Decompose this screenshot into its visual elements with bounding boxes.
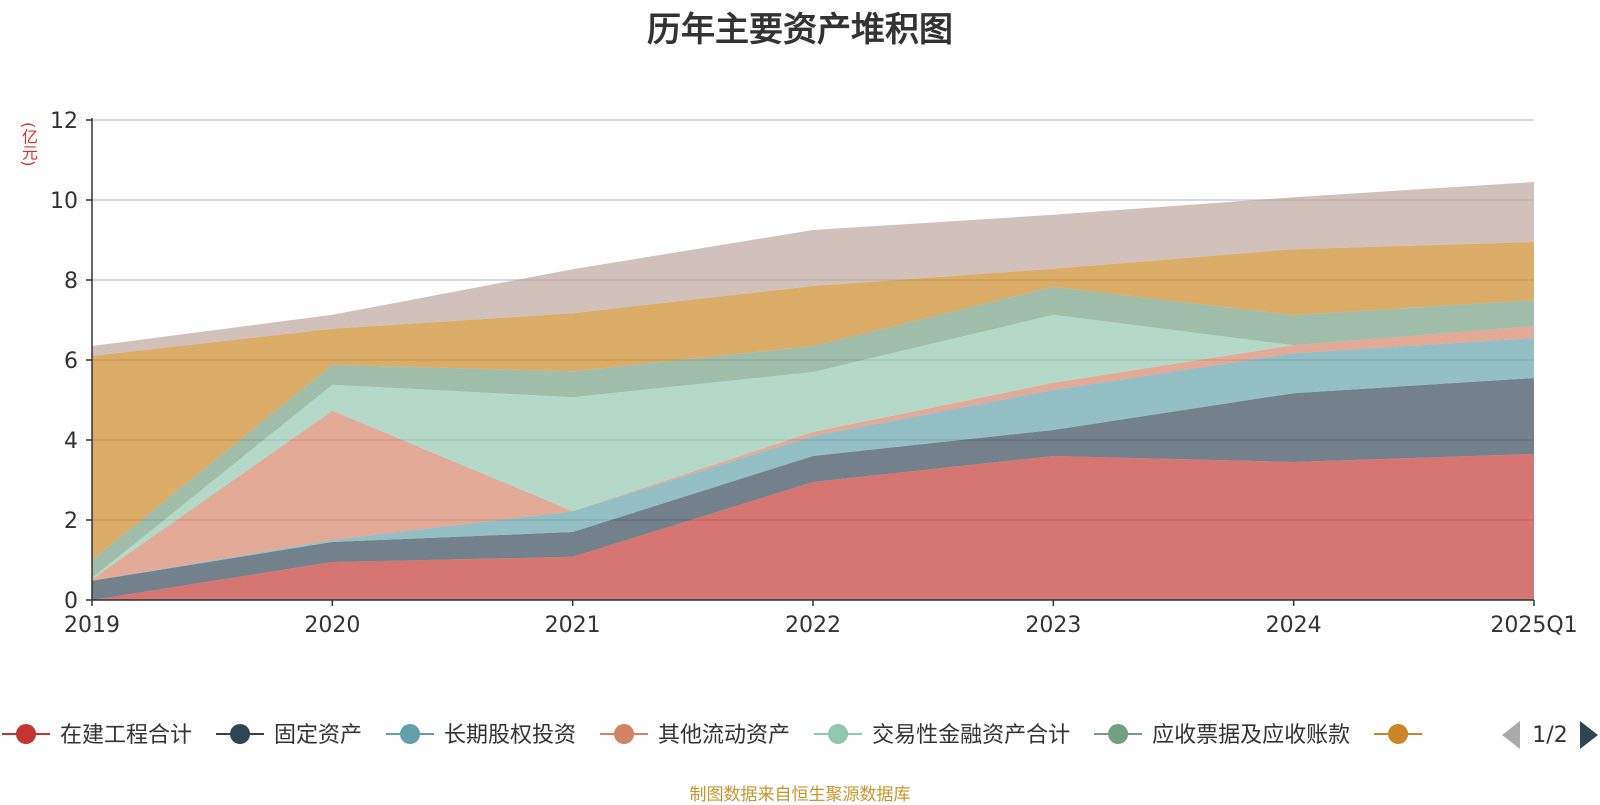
data-source-note: 制图数据来自恒生聚源数据库 [689, 785, 911, 805]
x-tick-label: 2023 [1025, 613, 1081, 638]
x-tick-label: 2019 [64, 613, 120, 638]
legend-marker-icon[interactable] [400, 724, 421, 744]
y-tick-label: 10 [50, 189, 78, 214]
legend-marker-icon[interactable] [1388, 724, 1409, 744]
area-series-7[interactable] [92, 242, 1534, 560]
area-series-1[interactable] [92, 454, 1534, 600]
legend-page-indicator: 1/2 [1532, 723, 1567, 748]
x-tick-label: 2020 [304, 613, 360, 638]
y-tick-label: 8 [64, 269, 78, 294]
legend-item-3[interactable]: 长期股权投资 [444, 723, 576, 748]
y-tick-label: 0 [64, 589, 78, 614]
legend-item-1[interactable]: 在建工程合计 [60, 723, 192, 748]
x-tick-label: 2024 [1266, 613, 1322, 638]
y-tick-label: 4 [64, 429, 78, 454]
legend-marker-icon[interactable] [614, 724, 635, 744]
legend-item-4[interactable]: 其他流动资产 [658, 723, 790, 748]
legend-marker-icon[interactable] [1108, 724, 1129, 744]
legend-item-2[interactable]: 固定资产 [274, 723, 362, 748]
legend-marker-icon[interactable] [230, 724, 251, 744]
legend-item-6[interactable]: 应收票据及应收账款 [1152, 723, 1350, 748]
y-tick-label: 12 [50, 109, 78, 134]
x-tick-label: 2025Q1 [1490, 613, 1577, 638]
legend-item-5[interactable]: 交易性金融资产合计 [872, 723, 1070, 748]
chart-title: 历年主要资产堆积图 [647, 10, 953, 50]
area-series-6[interactable] [92, 286, 1534, 578]
y-tick-label: 6 [64, 349, 78, 374]
stacked-area-chart: 0 2 4 6 8 10 12 2019 2020 2021 2022 2023 2024 2025Q1 在… [2, 109, 1598, 749]
x-tick-label: 2021 [545, 613, 601, 638]
legend-next-page-icon[interactable] [1580, 721, 1598, 749]
y-axis-unit-label: (亿元) [19, 122, 38, 167]
area-series-3[interactable] [92, 338, 1534, 581]
legend-prev-page-icon[interactable] [1502, 721, 1520, 749]
y-tick-label: 2 [64, 509, 78, 534]
area-series-4[interactable] [92, 326, 1534, 581]
x-tick-label: 2022 [785, 613, 841, 638]
area-series-8[interactable] [92, 182, 1534, 356]
legend-marker-icon[interactable] [16, 724, 36, 744]
area-series-2[interactable] [92, 378, 1534, 600]
legend-marker-icon[interactable] [828, 724, 849, 744]
